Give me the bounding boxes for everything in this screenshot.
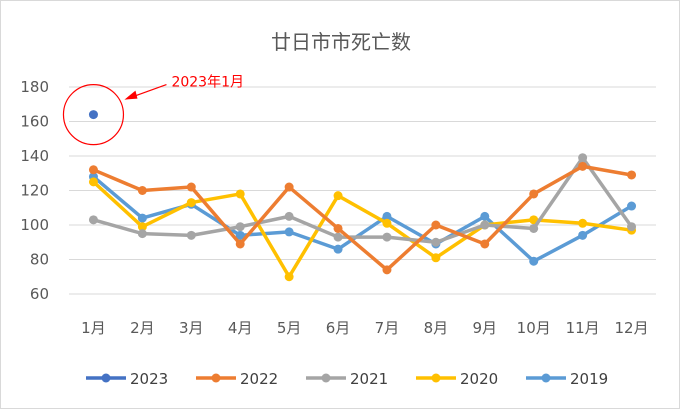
x-tick-label-12: 12月 [614, 319, 648, 337]
y-tick-label-80: 80 [30, 251, 49, 269]
legend-marker-2021 [321, 373, 331, 383]
data-point-2019-2 [137, 213, 147, 223]
data-point-2022-5 [284, 182, 294, 192]
data-point-2022-11 [578, 161, 588, 171]
data-point-2019-6 [333, 244, 343, 254]
data-point-2021-11 [578, 153, 588, 163]
data-point-2021-2 [137, 229, 147, 239]
y-tick-label-120: 120 [20, 182, 49, 200]
data-point-2020-7 [382, 218, 392, 228]
data-point-2021-5 [284, 211, 294, 221]
data-point-2019-11 [578, 230, 588, 240]
data-point-2022-10 [529, 189, 539, 199]
series-line-2020 [91, 180, 634, 279]
legend-item-2023: 2023 [86, 370, 168, 388]
data-point-2019-10 [529, 256, 539, 266]
data-point-2022-1 [88, 165, 98, 175]
data-point-2022-6 [333, 223, 343, 233]
y-tick-label-160: 160 [20, 113, 49, 131]
data-point-2021-12 [627, 222, 637, 232]
legend-label-2021: 2021 [350, 370, 388, 388]
series-line-2021 [91, 155, 634, 244]
legend-item-2021: 2021 [306, 370, 388, 388]
series-2020 [88, 177, 637, 282]
y-axis-ticks: 60 80 100 120 140 160 180 [20, 78, 49, 303]
annotation-label: 2023年1月 [171, 75, 244, 91]
series-2019 [88, 172, 637, 266]
series-2023 [88, 110, 98, 120]
legend-label-2022: 2022 [240, 370, 278, 388]
data-point-2023-1 [88, 110, 98, 120]
legend-item-2020: 2020 [416, 370, 498, 388]
x-tick-label-9: 9月 [473, 319, 498, 337]
data-point-2021-10 [529, 223, 539, 233]
y-tick-label-140: 140 [20, 147, 49, 165]
x-tick-label-5: 5月 [277, 319, 302, 337]
y-tick-label-100: 100 [20, 216, 49, 234]
legend-label-2023: 2023 [130, 370, 168, 388]
legend-marker-2020 [431, 373, 441, 383]
data-point-2019-7 [382, 211, 392, 221]
data-point-2020-10 [529, 215, 539, 225]
x-tick-label-10: 10月 [517, 319, 551, 337]
legend-label-2020: 2020 [460, 370, 498, 388]
series-2022 [88, 161, 637, 275]
data-point-2022-7 [382, 265, 392, 275]
x-axis-ticks: 1月 2月 3月 4月 5月 6月 7月 8月 9月 10月 11月 12月 [81, 319, 648, 337]
data-point-2020-2 [137, 222, 147, 232]
data-point-2020-4 [235, 189, 245, 199]
data-point-2022-2 [137, 186, 147, 195]
data-point-2021-3 [186, 230, 196, 240]
data-point-2021-9 [480, 220, 490, 230]
series-2021 [88, 153, 637, 247]
data-point-2022-8 [431, 220, 441, 230]
data-point-2019-5 [284, 227, 294, 237]
data-point-2019-12 [627, 201, 637, 211]
data-point-2019-9 [480, 211, 490, 221]
data-point-2022-12 [627, 170, 637, 180]
data-point-2022-3 [186, 182, 196, 192]
legend: 2023 2022 2021 2020 2019 [86, 370, 608, 388]
x-tick-label-11: 11月 [566, 319, 600, 337]
data-point-2020-3 [186, 198, 196, 208]
legend-label-2019: 2019 [570, 370, 608, 388]
data-point-2022-9 [480, 239, 490, 249]
data-point-2021-7 [382, 232, 392, 242]
legend-marker-2023 [101, 373, 111, 383]
legend-item-2022: 2022 [196, 370, 278, 388]
data-point-2020-11 [578, 218, 588, 228]
legend-marker-2022 [211, 373, 221, 383]
highlight-circle [62, 83, 125, 146]
data-point-2020-1 [88, 177, 98, 187]
y-tick-label-60: 60 [30, 285, 49, 303]
x-tick-label-8: 8月 [424, 319, 449, 337]
x-tick-label-1: 1月 [81, 319, 106, 337]
x-tick-label-6: 6月 [326, 319, 351, 337]
data-point-2021-6 [333, 232, 343, 242]
x-tick-label-4: 4月 [228, 319, 253, 337]
data-point-2020-8 [431, 253, 441, 263]
series-layer [88, 110, 637, 282]
annotation: 2023年1月 [62, 75, 244, 146]
annotation-arrowhead [124, 90, 138, 100]
y-tick-label-180: 180 [20, 78, 49, 96]
legend-item-2019: 2019 [526, 370, 608, 388]
series-line-2022 [91, 164, 634, 272]
data-point-2021-4 [235, 222, 245, 232]
x-tick-label-2: 2月 [130, 319, 155, 337]
data-point-2019-4 [235, 230, 245, 240]
data-point-2022-4 [235, 239, 245, 249]
data-point-2020-5 [284, 272, 294, 282]
x-tick-label-3: 3月 [179, 319, 204, 337]
data-point-2021-1 [88, 215, 98, 225]
chart-title: 廿日市市死亡数 [271, 30, 411, 54]
x-tick-label-7: 7月 [375, 319, 400, 337]
legend-marker-2019 [541, 373, 551, 383]
data-point-2020-6 [333, 191, 343, 201]
data-point-2021-8 [431, 237, 441, 247]
